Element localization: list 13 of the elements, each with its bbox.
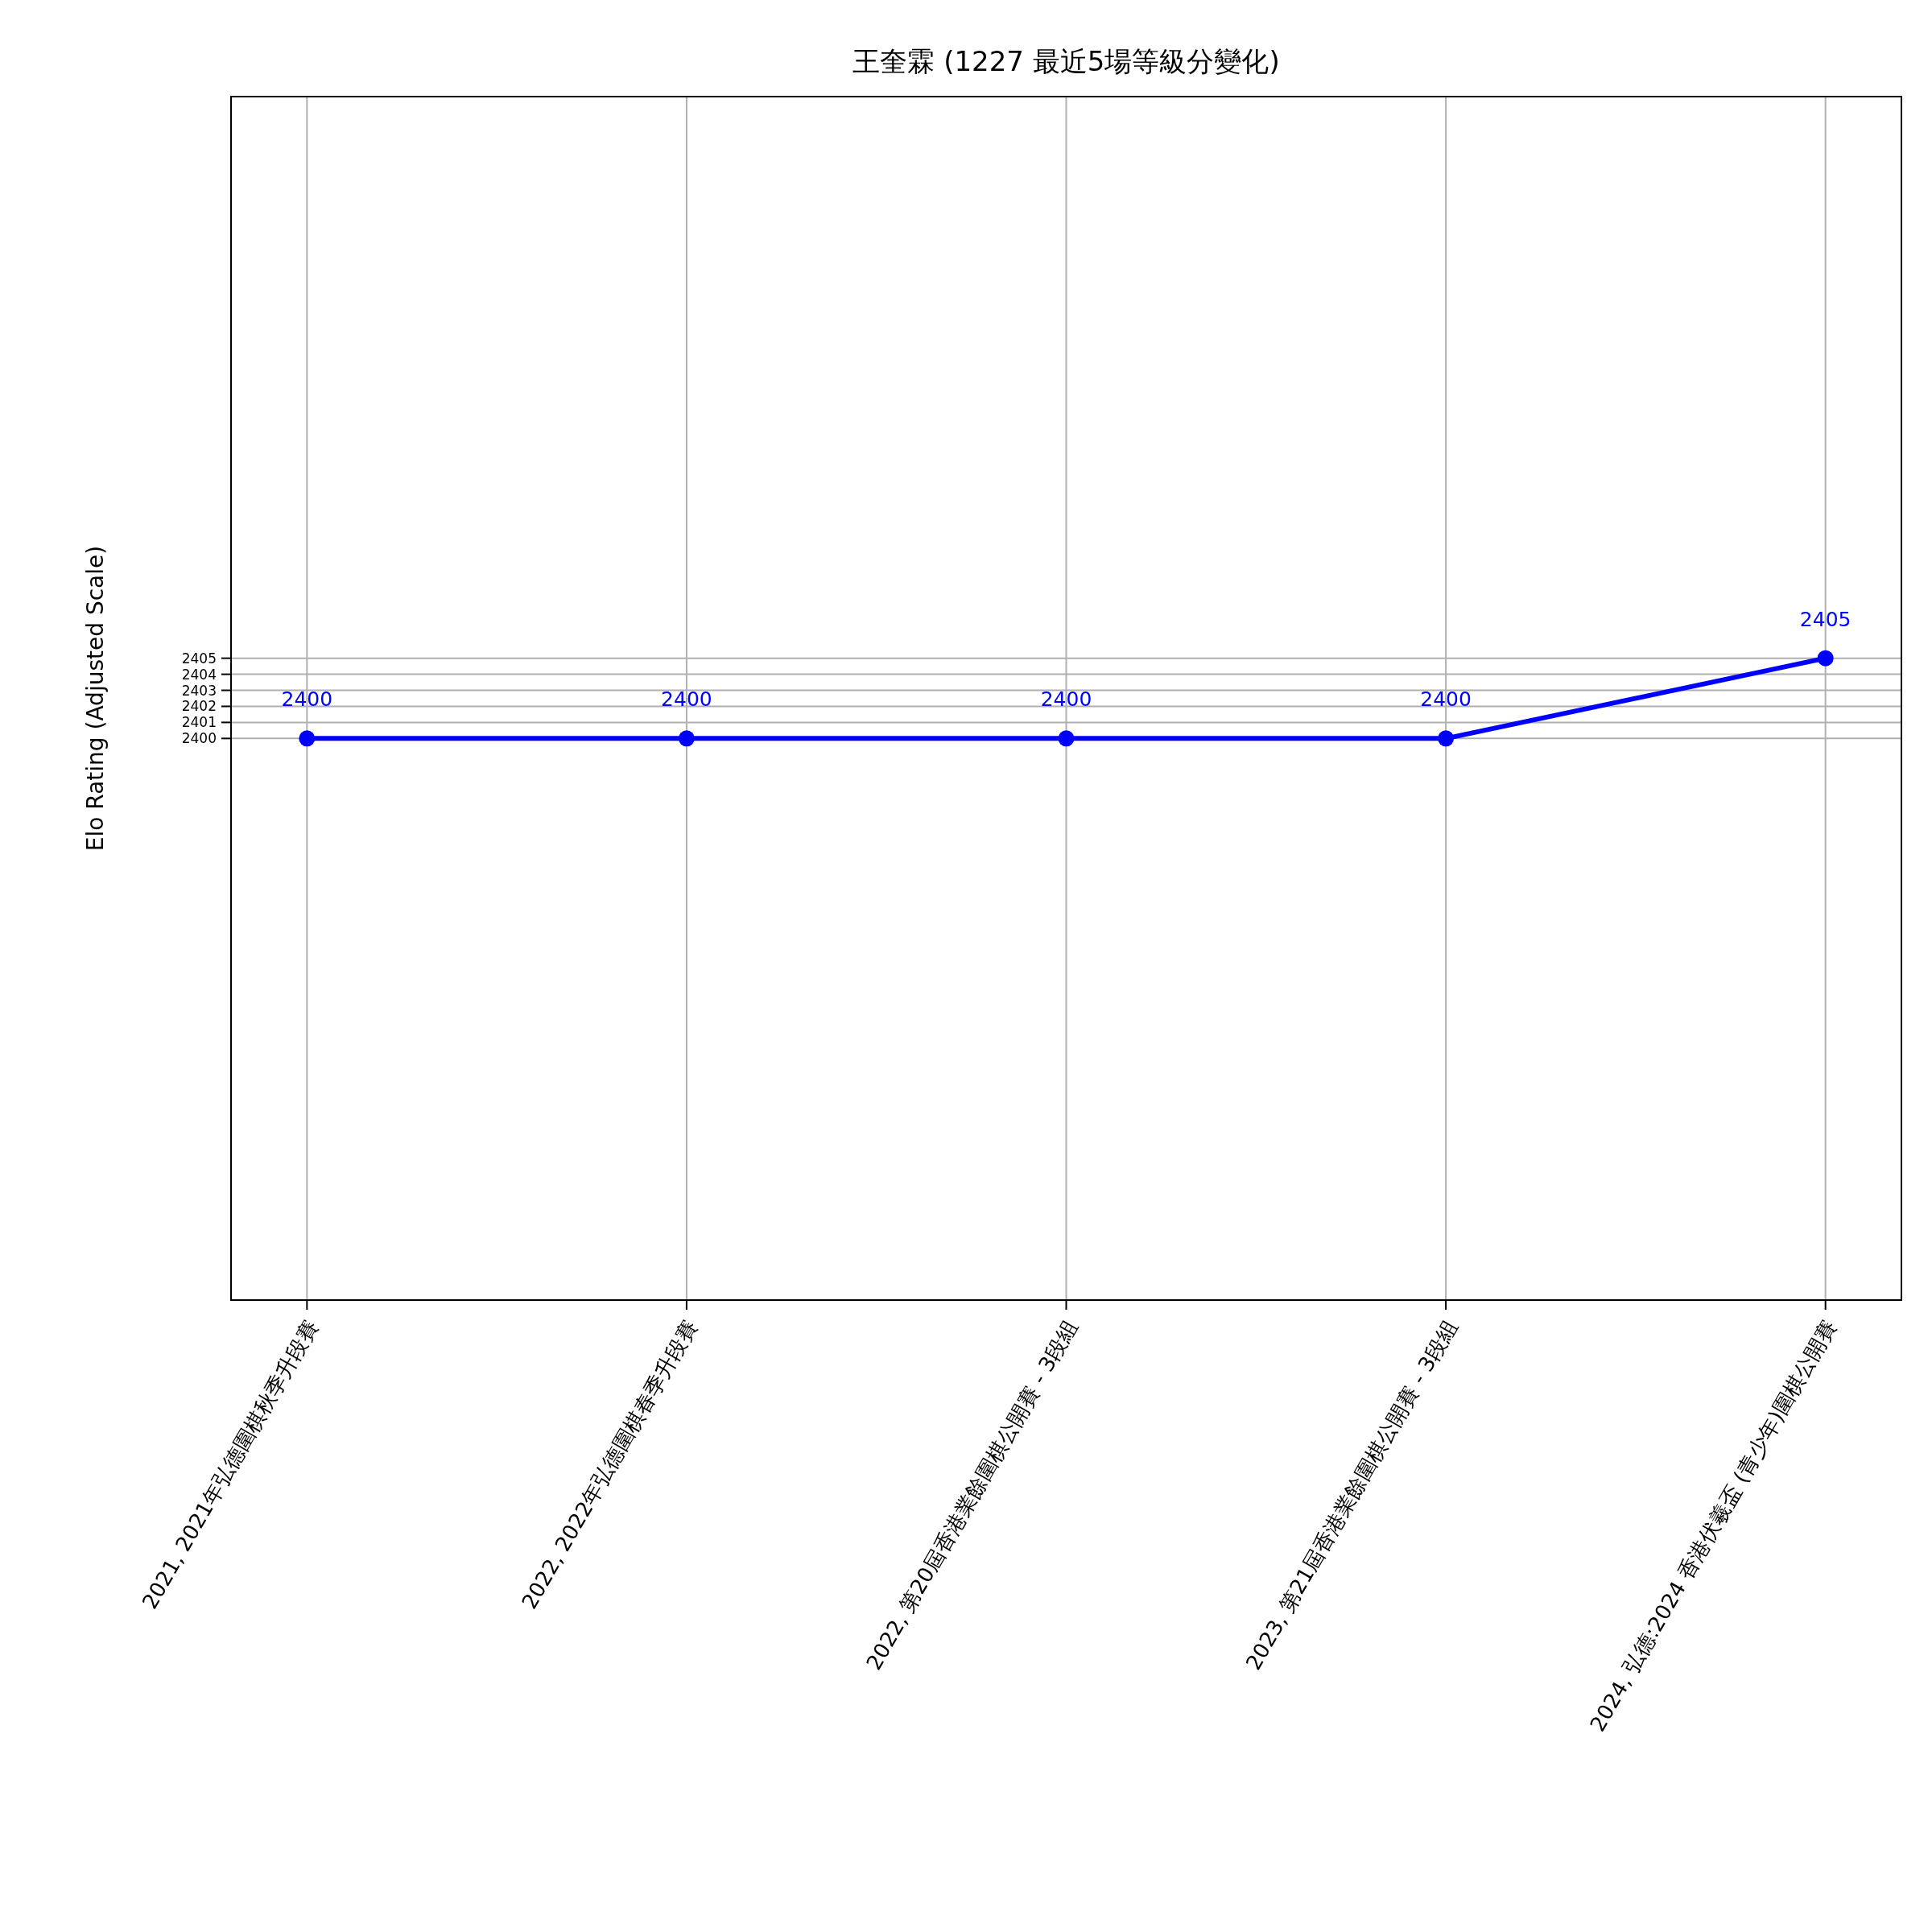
data-label: 2400 <box>1040 687 1092 712</box>
data-label: 2400 <box>281 687 333 712</box>
data-label: 2405 <box>1799 607 1852 631</box>
y-tick-label: 2402 <box>181 698 217 715</box>
y-tick-label: 2403 <box>181 682 217 699</box>
y-tick-label: 2401 <box>181 714 217 731</box>
y-tick-label: 2400 <box>181 730 217 747</box>
data-label: 2400 <box>661 687 712 712</box>
y-axis-title: Elo Rating (Adjusted Scale) <box>82 545 109 852</box>
y-tick-label: 2405 <box>181 650 217 667</box>
y-tick-label: 2404 <box>181 666 217 683</box>
data-label: 2400 <box>1420 687 1472 712</box>
chart-title: 王奎霖 (1227 最近5場等級分變化) <box>852 45 1280 77</box>
